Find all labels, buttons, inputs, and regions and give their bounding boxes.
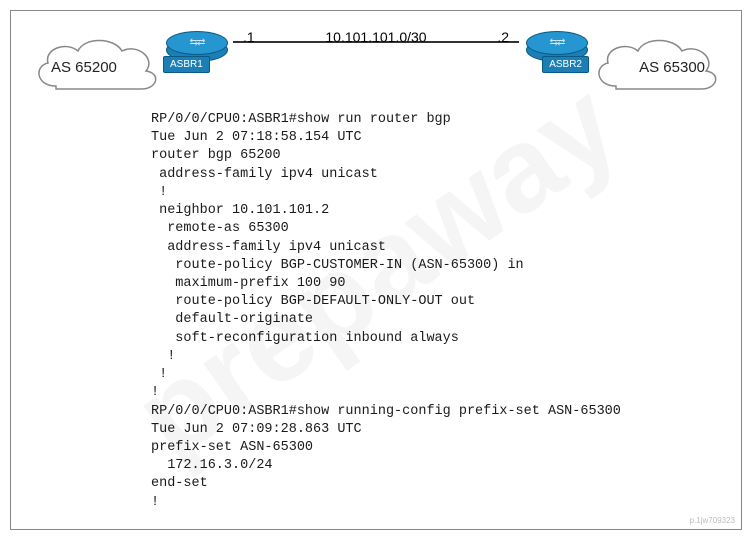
as-label-left: AS 65200 xyxy=(51,59,117,76)
corner-watermark: p.1jw709323 xyxy=(690,516,735,525)
ip-left: .1 xyxy=(243,29,255,45)
router-arrows-icon: ⇆⇄ xyxy=(190,38,205,48)
figure-container: prepaway AS 65200 AS 65300 .1 10.101.101… xyxy=(10,10,742,530)
router2-label: ASBR2 xyxy=(542,56,589,73)
subnet-label: 10.101.101.0/30 xyxy=(325,29,426,45)
router1-label: ASBR1 xyxy=(163,56,210,73)
network-diagram: AS 65200 AS 65300 .1 10.101.101.0/30 .2 … xyxy=(11,11,741,101)
cli-output: RP/0/0/CPU0:ASBR1#show run router bgp Tu… xyxy=(151,111,621,512)
as-label-right: AS 65300 xyxy=(639,59,705,76)
router-top: ⇆⇄ xyxy=(166,31,228,55)
router-arrows-icon: ⇆⇄ xyxy=(550,38,565,48)
router-top: ⇆⇄ xyxy=(526,31,588,55)
ip-right: .2 xyxy=(497,29,509,45)
